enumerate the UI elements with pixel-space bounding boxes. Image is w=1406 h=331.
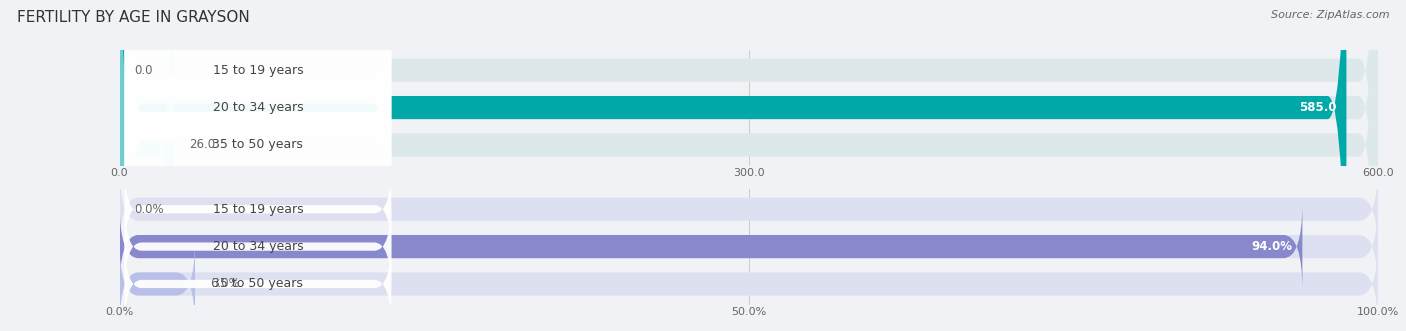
FancyBboxPatch shape [120, 202, 1378, 291]
FancyBboxPatch shape [125, 163, 391, 256]
FancyBboxPatch shape [120, 0, 1378, 331]
Text: 35 to 50 years: 35 to 50 years [212, 277, 304, 291]
FancyBboxPatch shape [125, 0, 391, 331]
FancyBboxPatch shape [120, 0, 1347, 331]
Text: 94.0%: 94.0% [1251, 240, 1292, 253]
Text: 585.0: 585.0 [1299, 101, 1336, 114]
Text: 20 to 34 years: 20 to 34 years [212, 240, 304, 253]
FancyBboxPatch shape [125, 200, 391, 293]
Text: 15 to 19 years: 15 to 19 years [212, 203, 304, 216]
FancyBboxPatch shape [120, 0, 1378, 331]
Text: 26.0: 26.0 [190, 138, 215, 152]
Text: 0.0%: 0.0% [135, 203, 165, 216]
FancyBboxPatch shape [125, 0, 391, 331]
FancyBboxPatch shape [120, 240, 195, 328]
Text: FERTILITY BY AGE IN GRAYSON: FERTILITY BY AGE IN GRAYSON [17, 10, 250, 25]
Text: 20 to 34 years: 20 to 34 years [212, 101, 304, 114]
FancyBboxPatch shape [125, 238, 391, 330]
Text: 6.0%: 6.0% [209, 277, 240, 291]
Text: 15 to 19 years: 15 to 19 years [212, 64, 304, 77]
FancyBboxPatch shape [120, 0, 174, 331]
FancyBboxPatch shape [125, 0, 391, 331]
Text: 35 to 50 years: 35 to 50 years [212, 138, 304, 152]
FancyBboxPatch shape [120, 202, 1302, 291]
Text: Source: ZipAtlas.com: Source: ZipAtlas.com [1271, 10, 1389, 20]
Text: 0.0: 0.0 [135, 64, 153, 77]
FancyBboxPatch shape [120, 240, 1378, 328]
FancyBboxPatch shape [120, 165, 1378, 254]
FancyBboxPatch shape [120, 0, 1378, 331]
